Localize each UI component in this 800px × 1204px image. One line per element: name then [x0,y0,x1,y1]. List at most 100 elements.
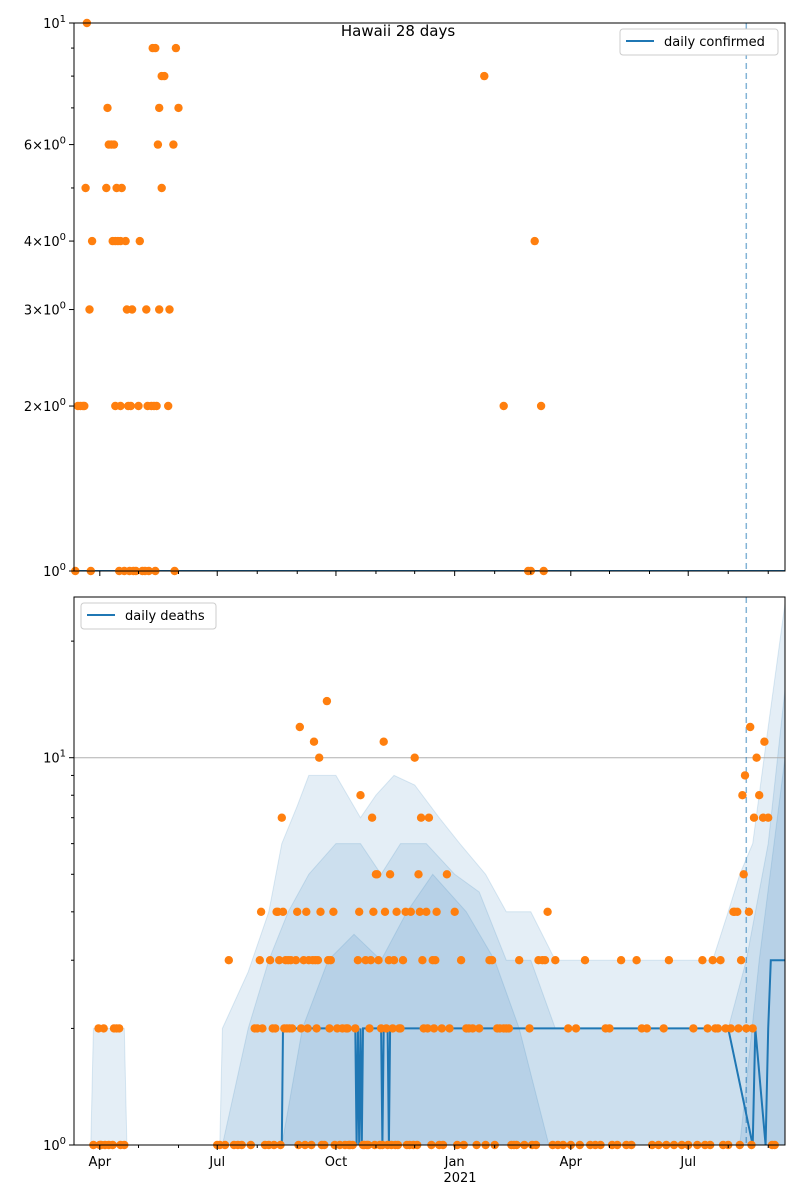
chart-title: Hawaii 28 days [341,22,455,40]
bottom-bands [74,603,785,1145]
data-point [429,1024,439,1033]
data-point [116,401,125,411]
bottom-axes-frame [73,596,786,1146]
data-point [174,103,183,113]
data-point [525,1024,534,1033]
data-point [367,813,377,822]
data-point [157,183,166,193]
data-point [155,305,164,314]
data-point [256,907,266,916]
data-point [255,956,264,965]
data-point [295,722,304,732]
data-point [325,1024,334,1033]
data-point [80,401,89,411]
data-point [81,183,90,193]
data-point [487,956,497,965]
data-point [278,907,288,916]
data-point [126,401,135,411]
data-point [271,1024,280,1033]
data-point [739,870,748,879]
data-point [616,956,626,965]
bottom-points [89,696,779,1150]
data-point [356,791,365,800]
data-point [380,907,390,916]
data-point [224,956,233,965]
data-point [415,907,424,916]
data-point [515,956,524,965]
data-point [664,956,674,965]
data-point [369,907,378,916]
data-point [389,956,399,965]
data-point [764,813,773,822]
data-point [480,71,489,81]
data-point [165,305,174,314]
data-point [388,1024,397,1033]
data-point [155,103,164,113]
data-point [351,1024,360,1033]
data-point [382,1024,391,1033]
top-legend: daily confirmed [619,28,779,56]
data-point [642,1024,652,1033]
data-point [343,1024,352,1033]
y-tick-label: 4×100 [24,232,66,250]
data-point [313,956,323,965]
x-tick-label: Jul [208,1155,225,1170]
data-point [142,305,151,314]
data-point [392,907,401,916]
data-point [551,956,560,965]
data-point [580,956,590,965]
data-point [366,956,375,965]
data-point [302,907,311,916]
data-point [396,1024,405,1033]
data-point [716,956,725,965]
data-point [742,1024,751,1033]
data-point [703,1024,712,1033]
data-point [169,140,178,149]
y-tick-label: 100 [43,1136,66,1154]
data-point [87,236,97,246]
data-point [504,1024,514,1033]
data-point [499,401,508,411]
data-point [103,103,112,113]
data-point [540,956,550,965]
x-tick-label: Jul [679,1155,696,1170]
band-3 [281,757,785,1145]
data-point [760,737,769,746]
data-point [296,1024,306,1033]
data-point [746,722,755,732]
data-point [322,696,332,706]
data-point [543,907,552,916]
data-point [329,907,338,916]
y-tick-label: 2×100 [24,397,66,415]
data-point [416,813,426,822]
data-point [437,1024,446,1033]
y-tick-label: 6×100 [24,136,66,154]
top-x-ticks [99,571,769,576]
series-line [280,959,785,1145]
data-point [708,956,717,965]
data-point [121,236,130,246]
top-y-ticks: 100 2×100 3×100 4×100 6×100 101 [24,14,74,580]
data-point [571,1024,581,1033]
data-point [752,753,761,762]
data-point [450,907,459,916]
data-point [748,1024,757,1033]
data-point [109,140,119,149]
data-point [456,956,466,965]
data-point [277,813,286,822]
data-point [424,813,434,822]
data-point [316,907,325,916]
data-point [355,907,364,916]
data-point [410,753,419,762]
data-point [160,71,169,81]
x-tick-label: Oct [325,1155,347,1170]
data-point [135,236,144,246]
top-legend-box [619,28,779,56]
data-point [740,771,750,780]
bottom-legend-label: daily deaths [125,609,205,624]
data-point [385,870,395,879]
data-point [151,43,160,53]
data-point [153,140,163,149]
data-point [564,1024,573,1033]
data-point [287,1024,297,1033]
